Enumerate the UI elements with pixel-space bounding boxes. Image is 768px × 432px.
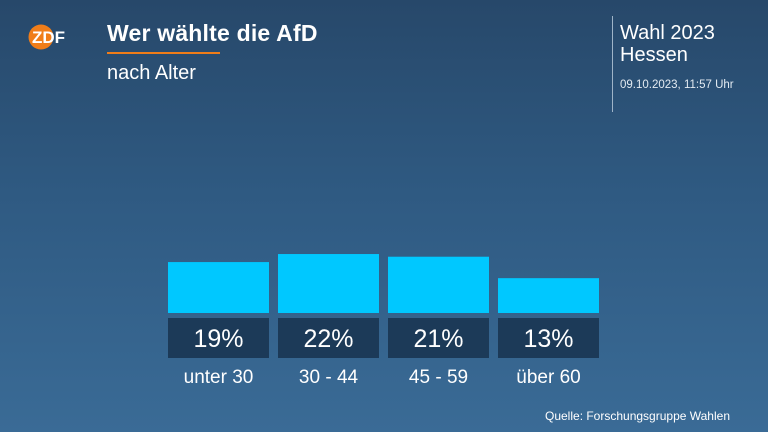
value-box-2	[388, 318, 489, 358]
category-label-0: unter 30	[184, 367, 254, 388]
chart-title: Wer wählte die AfD	[107, 20, 318, 46]
value-label-2: 21%	[413, 325, 463, 353]
title-underline	[107, 52, 220, 54]
value-label-0: 19%	[193, 325, 243, 353]
zdf-logo: ZDF	[28, 24, 65, 50]
value-box-0	[168, 318, 269, 358]
category-label-2: 45 - 59	[409, 367, 468, 388]
bar-2	[388, 256, 489, 313]
bar-1	[278, 254, 379, 313]
value-box-1	[278, 318, 379, 358]
bar-3	[498, 278, 599, 313]
timestamp: 09.10.2023, 11:57 Uhr	[620, 79, 734, 91]
logo-text: ZDF	[32, 28, 65, 47]
value-label-3: 13%	[523, 325, 573, 353]
category-label-3: über 60	[516, 367, 580, 388]
bar-0	[168, 262, 269, 313]
election-name: Wahl 2023	[620, 22, 715, 44]
election-info: Wahl 2023 Hessen	[620, 22, 715, 66]
source-note: Quelle: Forschungsgruppe Wahlen	[545, 409, 730, 423]
header-divider	[612, 16, 613, 112]
value-box-3	[498, 318, 599, 358]
election-region: Hessen	[620, 44, 688, 66]
chart-subtitle: nach Alter	[107, 62, 196, 84]
value-label-1: 22%	[303, 325, 353, 353]
category-label-1: 30 - 44	[299, 367, 359, 388]
